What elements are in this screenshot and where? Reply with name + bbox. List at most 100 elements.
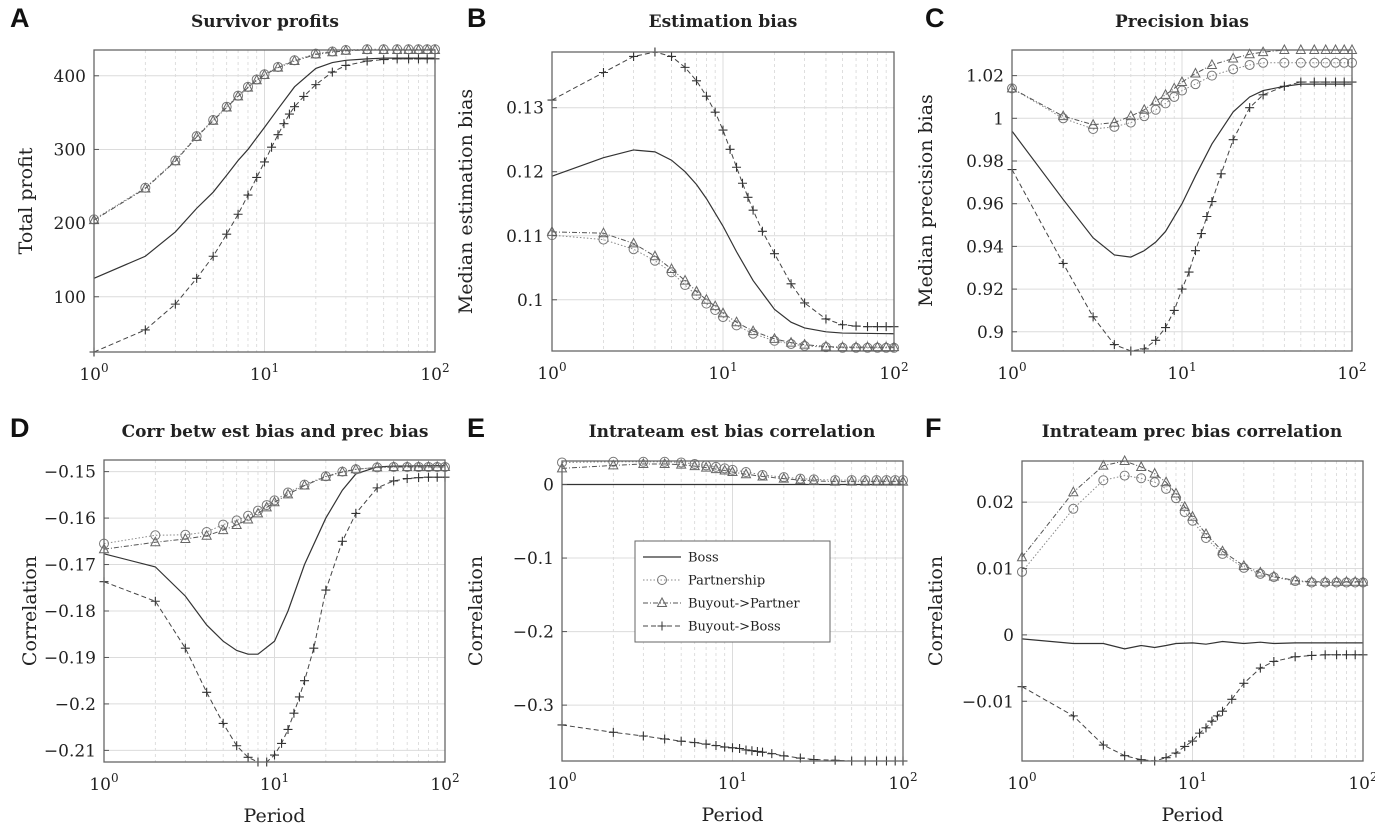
data-point-plus bbox=[660, 734, 670, 744]
chart-title: Estimation bias bbox=[649, 12, 798, 32]
data-point-plus bbox=[1258, 90, 1268, 100]
x-tick-label: 100 bbox=[89, 771, 118, 795]
data-point-triangle bbox=[1170, 487, 1182, 498]
y-axis-label: Total profit bbox=[15, 147, 37, 254]
data-point-plus bbox=[720, 742, 730, 752]
legend-marker-triangle bbox=[656, 596, 668, 607]
data-point-circle bbox=[608, 456, 619, 467]
data-point-circle bbox=[1295, 57, 1306, 68]
data-point-circle bbox=[1244, 59, 1255, 70]
axes-box bbox=[1021, 460, 1364, 762]
data-point-triangle bbox=[731, 316, 742, 327]
data-point-circle bbox=[1190, 79, 1201, 90]
data-point-triangle bbox=[1308, 43, 1320, 54]
data-point-triangle bbox=[710, 463, 722, 474]
data-point-triangle bbox=[1306, 575, 1318, 586]
data-point-triangle bbox=[717, 307, 729, 318]
data-point-plus bbox=[1201, 723, 1211, 733]
data-point-plus bbox=[737, 178, 747, 188]
data-point-plus bbox=[299, 91, 309, 101]
series-line bbox=[93, 48, 435, 220]
data-point-plus bbox=[432, 472, 442, 482]
series-line bbox=[103, 466, 445, 545]
data-point-plus bbox=[1195, 728, 1205, 738]
data-point-triangle bbox=[747, 325, 759, 336]
data-point-circle bbox=[1068, 503, 1079, 514]
y-tick-label: −0.19 bbox=[44, 648, 96, 668]
x-tick-label: 102 bbox=[1348, 770, 1375, 794]
data-point-triangle bbox=[709, 300, 721, 311]
data-point-circle bbox=[1320, 577, 1331, 588]
series-line bbox=[551, 231, 894, 348]
y-tick-label: 1.02 bbox=[966, 67, 1004, 87]
legend-marker-plus bbox=[657, 621, 667, 631]
chart-title: Intrateam prec bias correlation bbox=[1042, 422, 1342, 442]
series-line bbox=[551, 149, 895, 335]
data-point-circle bbox=[1170, 493, 1181, 504]
data-point-plus bbox=[800, 298, 810, 308]
series-boss bbox=[103, 464, 446, 655]
y-tick-label: 0 bbox=[543, 476, 554, 496]
data-point-triangle bbox=[1289, 574, 1301, 585]
data-point-triangle bbox=[1200, 527, 1212, 539]
data-point-triangle bbox=[431, 460, 443, 471]
data-point-triangle bbox=[607, 459, 619, 470]
data-point-plus bbox=[202, 687, 212, 697]
data-point-plus bbox=[732, 162, 742, 172]
data-point-plus bbox=[289, 708, 299, 718]
data-point-triangle bbox=[1135, 460, 1147, 471]
data-point-triangle bbox=[649, 250, 661, 261]
y-tick-label: 0.9 bbox=[977, 323, 1004, 343]
y-tick-label: −0.1 bbox=[513, 549, 554, 569]
x-tick-exponent: 2 bbox=[910, 770, 918, 784]
data-point-plus bbox=[728, 743, 737, 753]
data-point-plus bbox=[1202, 212, 1212, 222]
data-point-plus bbox=[881, 322, 891, 332]
data-point-plus bbox=[1180, 741, 1190, 751]
data-point-plus bbox=[701, 739, 711, 749]
data-point-plus bbox=[872, 322, 882, 332]
data-point-plus bbox=[208, 251, 218, 261]
data-point-plus bbox=[389, 476, 399, 486]
x-axis-label: Period bbox=[244, 805, 306, 827]
data-point-plus bbox=[243, 752, 253, 762]
data-point-triangle bbox=[401, 460, 413, 471]
data-point-triangle bbox=[1125, 110, 1137, 121]
data-point-circle bbox=[628, 244, 639, 255]
data-point-plus bbox=[180, 643, 190, 653]
data-point-plus bbox=[1171, 748, 1181, 758]
data-point-plus bbox=[638, 731, 648, 741]
x-tick-exponent: 0 bbox=[111, 771, 119, 785]
panel-letter: B bbox=[467, 3, 487, 33]
data-point-triangle bbox=[1244, 48, 1255, 59]
data-point-triangle bbox=[1098, 459, 1109, 470]
grid bbox=[1012, 50, 1352, 351]
data-point-plus bbox=[1290, 652, 1300, 662]
data-point-circle bbox=[1149, 477, 1160, 488]
data-point-triangle bbox=[1338, 43, 1350, 54]
data-point-plus bbox=[351, 508, 361, 518]
data-point-triangle bbox=[423, 460, 434, 471]
x-tick-label: 102 bbox=[430, 771, 459, 795]
data-point-plus bbox=[372, 483, 382, 493]
x-tick-label: 102 bbox=[888, 770, 917, 794]
x-tick-label: 101 bbox=[718, 770, 747, 794]
data-point-triangle bbox=[1349, 575, 1361, 586]
x-tick-exponent: 1 bbox=[272, 361, 280, 375]
data-point-plus bbox=[676, 736, 686, 746]
data-point-plus bbox=[608, 727, 618, 737]
data-point-circle bbox=[659, 456, 670, 467]
data-point-triangle bbox=[310, 48, 322, 59]
data-point-triangle bbox=[217, 524, 229, 535]
data-point-triangle bbox=[170, 155, 181, 166]
panel-letter: F bbox=[925, 413, 942, 443]
data-point-triangle bbox=[1268, 570, 1280, 581]
data-point-plus bbox=[1196, 229, 1206, 239]
data-point-circle bbox=[769, 335, 780, 346]
y-tick-label: −0.17 bbox=[44, 556, 96, 576]
data-point-circle bbox=[1320, 57, 1331, 68]
data-point-plus bbox=[629, 51, 639, 61]
series-buyout-boss bbox=[89, 54, 440, 357]
